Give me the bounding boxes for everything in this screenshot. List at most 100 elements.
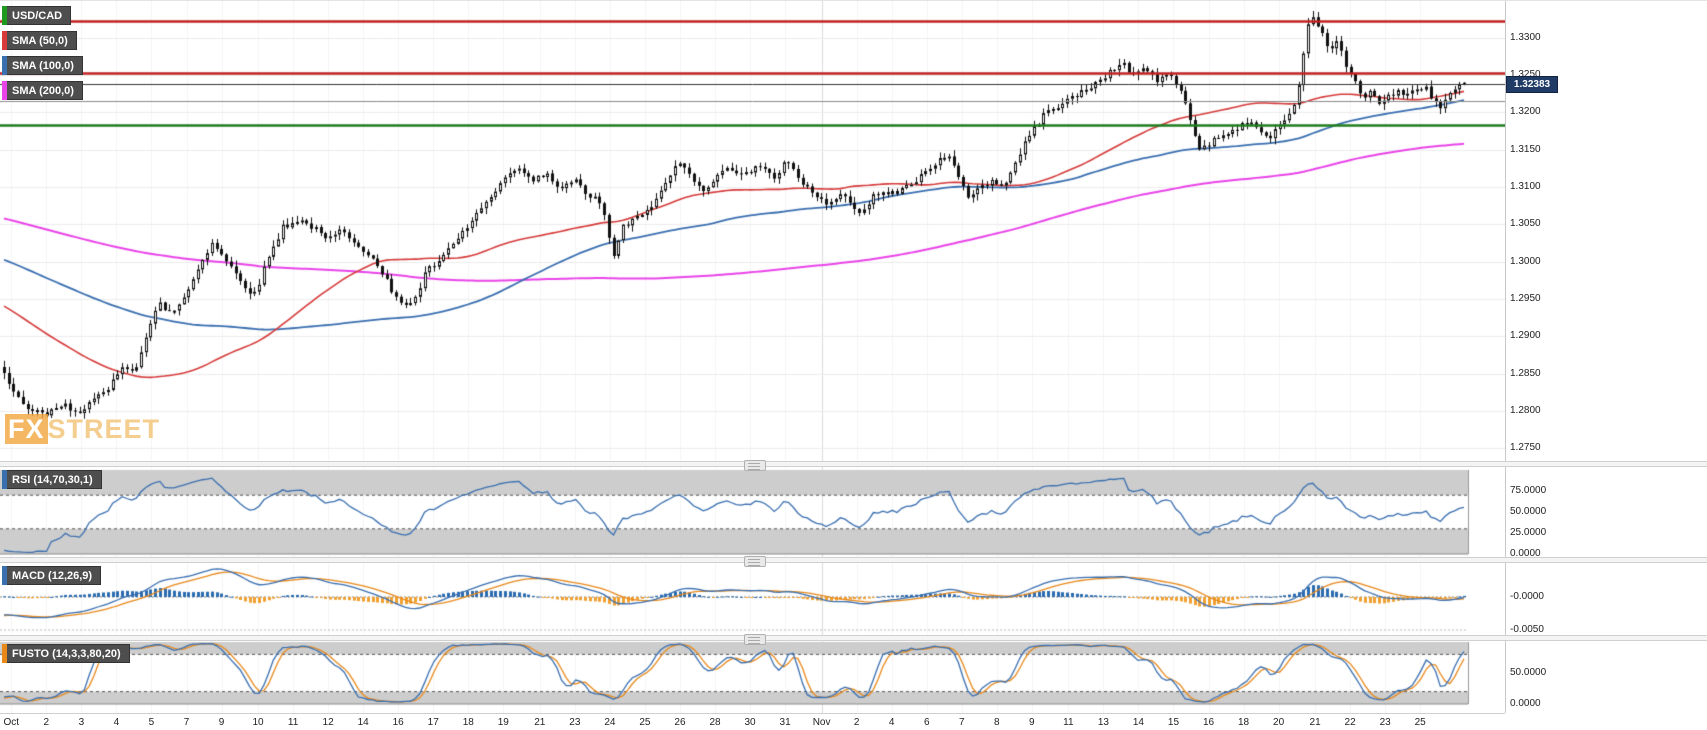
date-tick-label: 12 [322, 717, 334, 728]
date-tick-label: 23 [569, 717, 581, 728]
date-tick-label: Nov [812, 717, 831, 728]
sma50-label: SMA (50,0) [7, 31, 77, 50]
price-tick-label: 1.3200 [1510, 106, 1541, 118]
date-tick-label: 25 [639, 717, 651, 728]
price-tick-label: 1.2850 [1510, 367, 1541, 379]
date-tick-label: 28 [709, 717, 721, 728]
price-tick-label: 1.3000 [1510, 255, 1541, 267]
panel-splitter-2[interactable] [0, 556, 1707, 567]
price-axis[interactable]: 1.3300 1.3250 1.3200 1.3150 1.3100 1.3050 1.30… [1506, 1, 1707, 713]
main-chart-legend: USD/CAD SMA (50,0) SMA (100,0) SMA (200,… [2, 6, 83, 106]
date-tick-label: 18 [1237, 717, 1250, 728]
fusto-indicator-badge[interactable]: FUSTO (14,3,3,80,20) [2, 644, 130, 663]
date-tick-label: Oct [3, 717, 20, 728]
date-tick-label: 14 [357, 717, 369, 728]
main-chart-canvas[interactable] [0, 1, 1505, 461]
fusto-tick-label: 0.0000 [1510, 698, 1541, 709]
rsi-tick-label: 25.0000 [1510, 527, 1547, 538]
price-tick-label: 1.3250 [1510, 68, 1541, 80]
date-tick-label: 14 [1132, 717, 1144, 728]
current-price-badge: 1.32383 [1506, 75, 1558, 93]
date-tick-label: 3 [78, 717, 85, 728]
price-tick-label: 1.3100 [1510, 180, 1541, 192]
panel-splitter-1[interactable] [0, 460, 1707, 471]
rsi-tick-label: 50.0000 [1510, 506, 1547, 517]
date-tick-label: 10 [252, 717, 264, 728]
current-price-value: 1.32383 [1513, 78, 1551, 90]
rsi-indicator-badge[interactable]: RSI (14,70,30,1) [2, 470, 102, 489]
sma200-color-chip [2, 81, 7, 100]
macd-indicator-badge[interactable]: MACD (12,26,9) [2, 566, 102, 585]
date-tick-label: 11 [287, 717, 299, 728]
price-tick-label: 1.2750 [1510, 442, 1541, 454]
price-tick-label: 1.3300 [1510, 31, 1541, 43]
fusto-panel-canvas[interactable] [0, 641, 1505, 713]
macd-panel-canvas[interactable] [0, 563, 1505, 635]
date-tick-label: 11 [1063, 717, 1074, 728]
date-tick-label: 22 [1344, 717, 1356, 728]
price-tick-label: 1.3150 [1510, 143, 1541, 155]
macd-color-chip [2, 566, 7, 585]
splitter-handle-icon[interactable] [744, 634, 766, 645]
date-tick-label: 6 [923, 717, 930, 728]
macd-label: MACD (12,26,9) [7, 566, 102, 585]
macd-tick-label: -0.0000 [1510, 591, 1544, 602]
date-tick-label: 31 [779, 717, 791, 728]
sma50-color-chip [2, 31, 7, 50]
date-tick-label: 8 [994, 717, 1000, 728]
fusto-label: FUSTO (14,3,3,80,20) [7, 644, 130, 663]
date-tick-label: 26 [674, 717, 686, 728]
date-tick-label: 13 [1097, 717, 1109, 728]
date-tick-label: 16 [1202, 717, 1215, 728]
date-tick-label: 4 [888, 717, 895, 728]
date-tick-label: 15 [1167, 717, 1180, 728]
panel-splitter-3[interactable] [0, 634, 1707, 645]
date-tick-label: 24 [604, 717, 616, 728]
date-tick-label: 25 [1414, 717, 1426, 728]
fusto-color-chip [2, 644, 7, 663]
date-tick-label: 2 [43, 717, 50, 728]
legend-item-sma100[interactable]: SMA (100,0) [2, 56, 83, 75]
fxstreet-watermark: FX STREET [5, 414, 160, 445]
date-tick-label: 4 [113, 717, 120, 728]
macd-tick-label: -0.0050 [1510, 624, 1544, 635]
date-tick-label: 5 [148, 717, 155, 728]
watermark-street: STREET [47, 414, 161, 444]
date-tick-label: 17 [427, 717, 439, 728]
date-tick-label: 18 [462, 717, 474, 728]
price-tick-label: 1.2950 [1510, 292, 1541, 304]
date-tick-label: 23 [1379, 717, 1391, 728]
rsi-label: RSI (14,70,30,1) [7, 470, 102, 489]
price-tick-label: 1.2800 [1510, 404, 1541, 416]
symbol-color-chip [2, 6, 7, 25]
date-axis[interactable]: Oct 2 3 4 5 7 9 10 11 12 14 16 17 18 19 21 23 24 25 26 28 30 3… [0, 713, 1505, 730]
splitter-handle-icon[interactable] [744, 556, 766, 567]
price-tick-label: 1.3050 [1510, 218, 1541, 230]
sma200-label: SMA (200,0) [7, 81, 83, 100]
date-tick-label: 7 [183, 717, 190, 728]
date-tick-label: 20 [1273, 717, 1285, 728]
symbol-label: USD/CAD [7, 6, 72, 25]
legend-item-symbol[interactable]: USD/CAD [2, 6, 72, 25]
sma100-label: SMA (100,0) [7, 56, 83, 75]
fusto-tick-label: 50.0000 [1510, 667, 1547, 678]
date-tick-label: 9 [1029, 717, 1035, 728]
date-tick-label: 7 [958, 717, 965, 728]
legend-item-sma50[interactable]: SMA (50,0) [2, 31, 77, 50]
date-tick-label: 16 [392, 717, 404, 728]
sma100-color-chip [2, 56, 7, 75]
price-tick-label: 1.2900 [1510, 330, 1541, 342]
date-tick-label: 21 [1309, 717, 1321, 728]
date-tick-label: 21 [534, 717, 546, 728]
date-tick-label: 30 [744, 717, 756, 728]
watermark-fx: FX [5, 414, 48, 444]
rsi-tick-label: 0.0000 [1510, 548, 1541, 559]
price-axis-separator [1505, 1, 1506, 713]
legend-item-sma200[interactable]: SMA (200,0) [2, 81, 83, 100]
splitter-handle-icon[interactable] [744, 460, 766, 471]
rsi-panel-canvas[interactable] [0, 467, 1505, 557]
rsi-color-chip [2, 470, 7, 489]
rsi-tick-label: 75.0000 [1510, 485, 1547, 496]
date-tick-label: 9 [218, 717, 225, 728]
